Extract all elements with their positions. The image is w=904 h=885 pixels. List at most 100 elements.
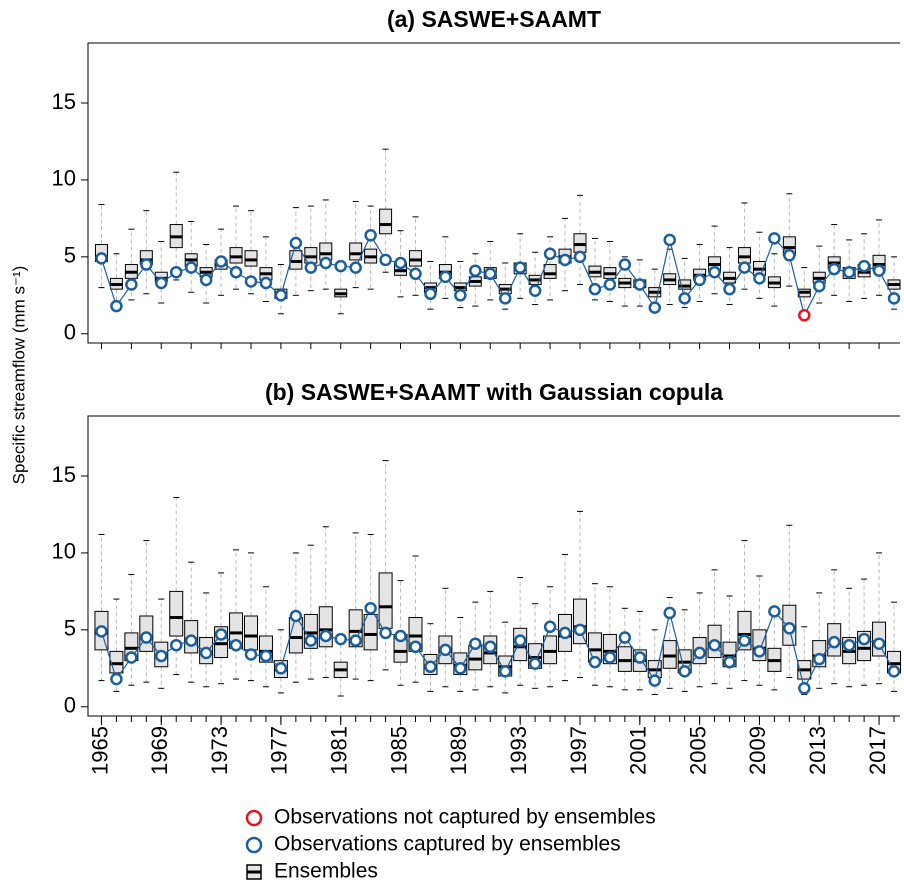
x-tick-label: 1977 <box>267 726 292 775</box>
observation <box>439 643 452 657</box>
observation <box>872 264 886 277</box>
y-tick-label: 10 <box>52 166 76 191</box>
observation <box>573 250 587 264</box>
observation <box>887 665 901 678</box>
box <box>229 247 243 264</box>
observation <box>394 629 407 643</box>
observation <box>229 265 243 279</box>
observation <box>678 665 691 678</box>
observation <box>827 262 841 276</box>
observation <box>498 292 512 305</box>
x-tick-label: 1989 <box>446 726 471 775</box>
observation <box>648 674 662 687</box>
observation <box>498 665 512 678</box>
x-tick-label: 1969 <box>147 726 172 775</box>
observation <box>214 628 228 641</box>
box <box>573 233 587 253</box>
observation <box>543 247 557 261</box>
observation <box>723 282 736 296</box>
observation <box>409 267 422 281</box>
y-tick-label: 15 <box>52 89 76 114</box>
observation <box>603 651 617 664</box>
y-axis-label: Specific streamflow (mm s⁻¹) <box>9 266 28 485</box>
observation <box>155 276 168 290</box>
observation <box>842 265 856 279</box>
observation <box>379 253 392 267</box>
observation <box>783 622 796 635</box>
box <box>169 590 184 637</box>
observation <box>513 261 527 274</box>
y-tick-label: 0 <box>64 693 76 718</box>
x-tick-label: 2005 <box>685 726 710 775</box>
observation <box>753 272 766 285</box>
observation <box>334 259 347 273</box>
box <box>379 208 393 235</box>
y-tick-label: 10 <box>52 539 76 564</box>
observation <box>798 309 811 322</box>
observation <box>364 602 377 615</box>
observation <box>618 258 632 271</box>
legend-label: Ensembles <box>274 860 378 883</box>
observation <box>125 651 138 664</box>
legend-label: Observations captured by ensembles <box>274 833 621 856</box>
observation <box>558 626 572 640</box>
observation <box>618 631 632 644</box>
observation <box>469 637 482 650</box>
observation <box>528 657 542 670</box>
observation <box>693 273 706 287</box>
observation <box>379 626 392 640</box>
observation <box>110 299 123 313</box>
y-tick-label: 0 <box>64 320 76 345</box>
x-tick-label: 1985 <box>386 726 411 775</box>
observation <box>693 646 706 660</box>
observation <box>229 638 243 652</box>
observation <box>768 605 781 618</box>
panel-title: (b) SASWE+SAAMT with Gaussian copula <box>265 379 723 405</box>
y-tick-label: 5 <box>64 616 76 641</box>
observation <box>723 655 736 669</box>
observation <box>184 261 198 274</box>
box <box>617 646 632 672</box>
box <box>737 247 751 264</box>
observation <box>588 282 602 296</box>
observation <box>319 629 333 643</box>
observation <box>603 278 617 291</box>
observation <box>199 646 213 660</box>
box <box>349 242 363 261</box>
box <box>244 250 258 267</box>
observation <box>708 265 721 279</box>
box <box>363 613 378 651</box>
observation <box>259 649 273 663</box>
x-tick-label: 1965 <box>87 726 112 775</box>
x-tick-label: 2001 <box>626 726 651 775</box>
observation <box>394 256 407 270</box>
observation <box>588 655 602 669</box>
observation <box>110 672 123 686</box>
observation <box>259 276 273 290</box>
observation <box>678 292 691 305</box>
axis-frame <box>87 415 900 717</box>
x-tick-label: 1981 <box>327 726 352 775</box>
observation <box>319 256 333 270</box>
observation <box>274 289 288 302</box>
observation <box>528 284 542 297</box>
observation <box>349 261 362 274</box>
observation <box>708 638 721 652</box>
x-tick-label: 2017 <box>865 726 890 775</box>
observation <box>872 637 886 650</box>
box <box>662 640 677 669</box>
x-tick-label: 1997 <box>566 726 591 775</box>
legend-marker <box>245 809 263 827</box>
box <box>289 250 303 270</box>
observation <box>95 625 108 638</box>
observation <box>140 258 153 271</box>
observation <box>184 634 198 647</box>
observation <box>484 267 497 281</box>
observation <box>454 289 467 302</box>
observation <box>812 652 826 666</box>
box <box>408 250 422 267</box>
observation <box>543 620 557 634</box>
observation <box>648 301 662 314</box>
observation <box>738 261 751 274</box>
